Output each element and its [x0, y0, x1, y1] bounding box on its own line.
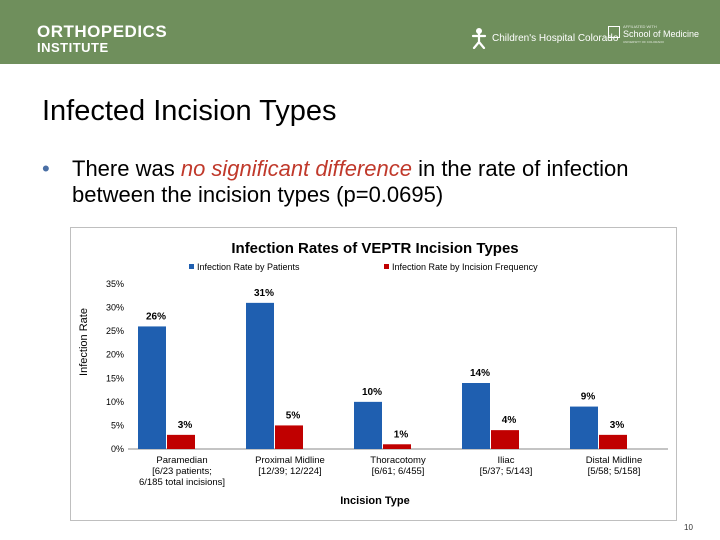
bullet-text: There was no significant difference in t… — [72, 156, 672, 208]
partner-logo-school: AFFILIATED WITH School of Medicine UNIVE… — [608, 24, 699, 44]
y-tick-label: 15% — [106, 373, 124, 383]
y-tick-label: 25% — [106, 326, 124, 336]
data-label: 10% — [362, 387, 382, 398]
bar-s2-5 — [599, 434, 627, 449]
child-figure-icon — [471, 28, 487, 49]
bullet-text-end: in the rate of infection between the inc… — [72, 156, 629, 207]
x-tick-label: Paramedian — [156, 455, 207, 466]
y-tick-label: 0% — [111, 444, 124, 454]
bullet-text-start: There was — [72, 156, 181, 181]
partner-university: UNIVERSITY OF COLORADO — [623, 40, 664, 44]
legend-label-1: Infection Rate by Patients — [197, 262, 300, 272]
bar-s2-2 — [275, 425, 303, 449]
data-label: 3% — [610, 420, 625, 431]
page-number: 10 — [684, 523, 693, 532]
bar-s1-1 — [138, 326, 166, 449]
data-label: 4% — [502, 415, 517, 426]
partner-name-school: School of Medicine — [623, 29, 700, 39]
bar-s1-3 — [354, 401, 382, 449]
x-tick-label: 6/185 total incisions] — [139, 477, 225, 488]
bar-s1-4 — [462, 383, 490, 449]
x-tick-label: [6/23 patients; — [152, 466, 212, 477]
x-axis-title: Incision Type — [340, 495, 409, 507]
y-tick-label: 20% — [106, 350, 124, 360]
slide-title: Infected Incision Types — [42, 95, 337, 127]
data-label: 5% — [286, 410, 301, 421]
chart-title: Infection Rates of VEPTR Incision Types — [231, 240, 518, 257]
header-bar: ORTHOPEDICS INSTITUTE Children's Hospita… — [0, 0, 720, 64]
x-tick-label: Thoracotomy — [370, 455, 426, 466]
bar-s1-5 — [570, 406, 598, 449]
partner-logo-childrens: Children's Hospital Colorado — [470, 27, 618, 49]
bar-s2-1 — [167, 434, 195, 449]
data-label: 3% — [178, 420, 193, 431]
brand-name: ORTHOPEDICS — [37, 22, 168, 41]
y-tick-label: 35% — [106, 279, 124, 289]
partner-affiliation: AFFILIATED WITH — [623, 24, 657, 29]
data-label: 14% — [470, 368, 490, 379]
data-label: 1% — [394, 429, 409, 440]
y-tick-label: 30% — [106, 303, 124, 313]
legend-label-2: Infection Rate by Incision Frequency — [392, 262, 538, 272]
x-tick-label: Proximal Midline — [255, 455, 325, 466]
brand-subname: INSTITUTE — [37, 40, 109, 55]
y-tick-label: 5% — [111, 420, 124, 430]
data-label: 31% — [254, 288, 274, 299]
bar-s1-2 — [246, 302, 274, 449]
school-shield-icon — [608, 26, 620, 38]
y-axis-title: Infection Rate — [78, 308, 90, 376]
bullet-icon: • — [42, 156, 50, 181]
legend-swatch-1 — [189, 264, 194, 269]
bar-chart: Infection Rates of VEPTR Incision Types I… — [78, 240, 668, 507]
x-tick-label: Iliac — [498, 455, 515, 466]
bullet-emphasis: no significant difference — [180, 156, 412, 181]
x-tick-label: [6/61; 6/455] — [372, 466, 425, 477]
y-tick-label: 10% — [106, 397, 124, 407]
partner-name-childrens: Children's Hospital Colorado — [492, 32, 619, 44]
bar-s2-4 — [491, 430, 519, 449]
x-tick-label: [12/39; 12/224] — [258, 466, 321, 477]
data-label: 26% — [146, 311, 166, 322]
bar-s2-3 — [383, 444, 411, 449]
x-tick-label: [5/58; 5/158] — [588, 466, 641, 477]
x-tick-label: Distal Midline — [586, 455, 643, 466]
legend-swatch-2 — [384, 264, 389, 269]
x-tick-label: [5/37; 5/143] — [480, 466, 533, 477]
data-label: 9% — [581, 392, 596, 403]
chart-frame: Infection Rates of VEPTR Incision Types I… — [70, 227, 677, 521]
